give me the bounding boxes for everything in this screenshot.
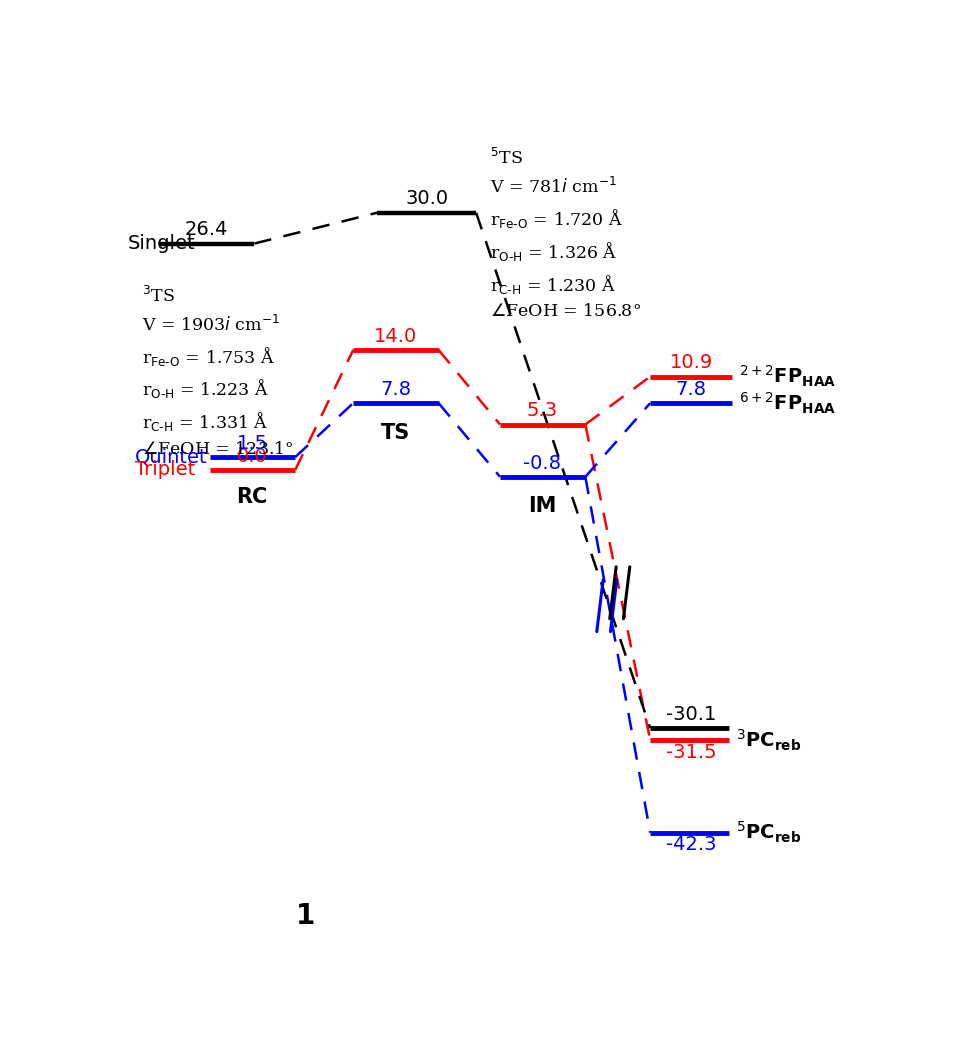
Text: 10.9: 10.9 <box>670 353 713 372</box>
Text: $^{2+2}\mathbf{FP}_{\mathbf{HAA}}$: $^{2+2}\mathbf{FP}_{\mathbf{HAA}}$ <box>739 364 836 389</box>
Text: -42.3: -42.3 <box>666 835 716 854</box>
Text: 1.5: 1.5 <box>236 434 267 453</box>
Text: -0.8: -0.8 <box>523 454 561 473</box>
Text: Triplet: Triplet <box>135 460 195 479</box>
Text: $^3$TS
V = 1903$i$ cm$^{-1}$
r$_{\rm Fe\text{-}O}$ = 1.753 Å
r$_{\rm O\text{-}H}: $^3$TS V = 1903$i$ cm$^{-1}$ r$_{\rm Fe\… <box>141 286 294 457</box>
Text: 7.8: 7.8 <box>675 380 706 399</box>
Text: $^{3}\mathbf{PC}_{\mathbf{reb}}$: $^{3}\mathbf{PC}_{\mathbf{reb}}$ <box>735 728 801 752</box>
Text: 0.0: 0.0 <box>236 446 267 466</box>
Text: Singlet: Singlet <box>128 234 196 253</box>
Text: 7.8: 7.8 <box>380 380 411 399</box>
Text: -30.1: -30.1 <box>666 705 716 724</box>
Text: $^5$TS
V = 781$i$ cm$^{-1}$
r$_{\rm Fe\text{-}O}$ = 1.720 Å
r$_{\rm O\text{-}H}$: $^5$TS V = 781$i$ cm$^{-1}$ r$_{\rm Fe\t… <box>489 148 641 321</box>
Text: 1: 1 <box>296 901 315 930</box>
Text: $^{6+2}\mathbf{FP}_{\mathbf{HAA}}$: $^{6+2}\mathbf{FP}_{\mathbf{HAA}}$ <box>739 390 836 416</box>
Text: Quintet: Quintet <box>135 448 207 467</box>
Text: TS: TS <box>381 423 410 443</box>
Text: 26.4: 26.4 <box>185 220 228 239</box>
Text: 30.0: 30.0 <box>405 189 449 208</box>
Text: -31.5: -31.5 <box>666 743 716 762</box>
Text: 14.0: 14.0 <box>374 327 418 346</box>
Text: IM: IM <box>528 496 556 515</box>
Text: $^{5}\mathbf{PC}_{\mathbf{reb}}$: $^{5}\mathbf{PC}_{\mathbf{reb}}$ <box>735 820 801 845</box>
Text: 5.3: 5.3 <box>527 401 558 420</box>
Text: RC: RC <box>236 487 267 507</box>
